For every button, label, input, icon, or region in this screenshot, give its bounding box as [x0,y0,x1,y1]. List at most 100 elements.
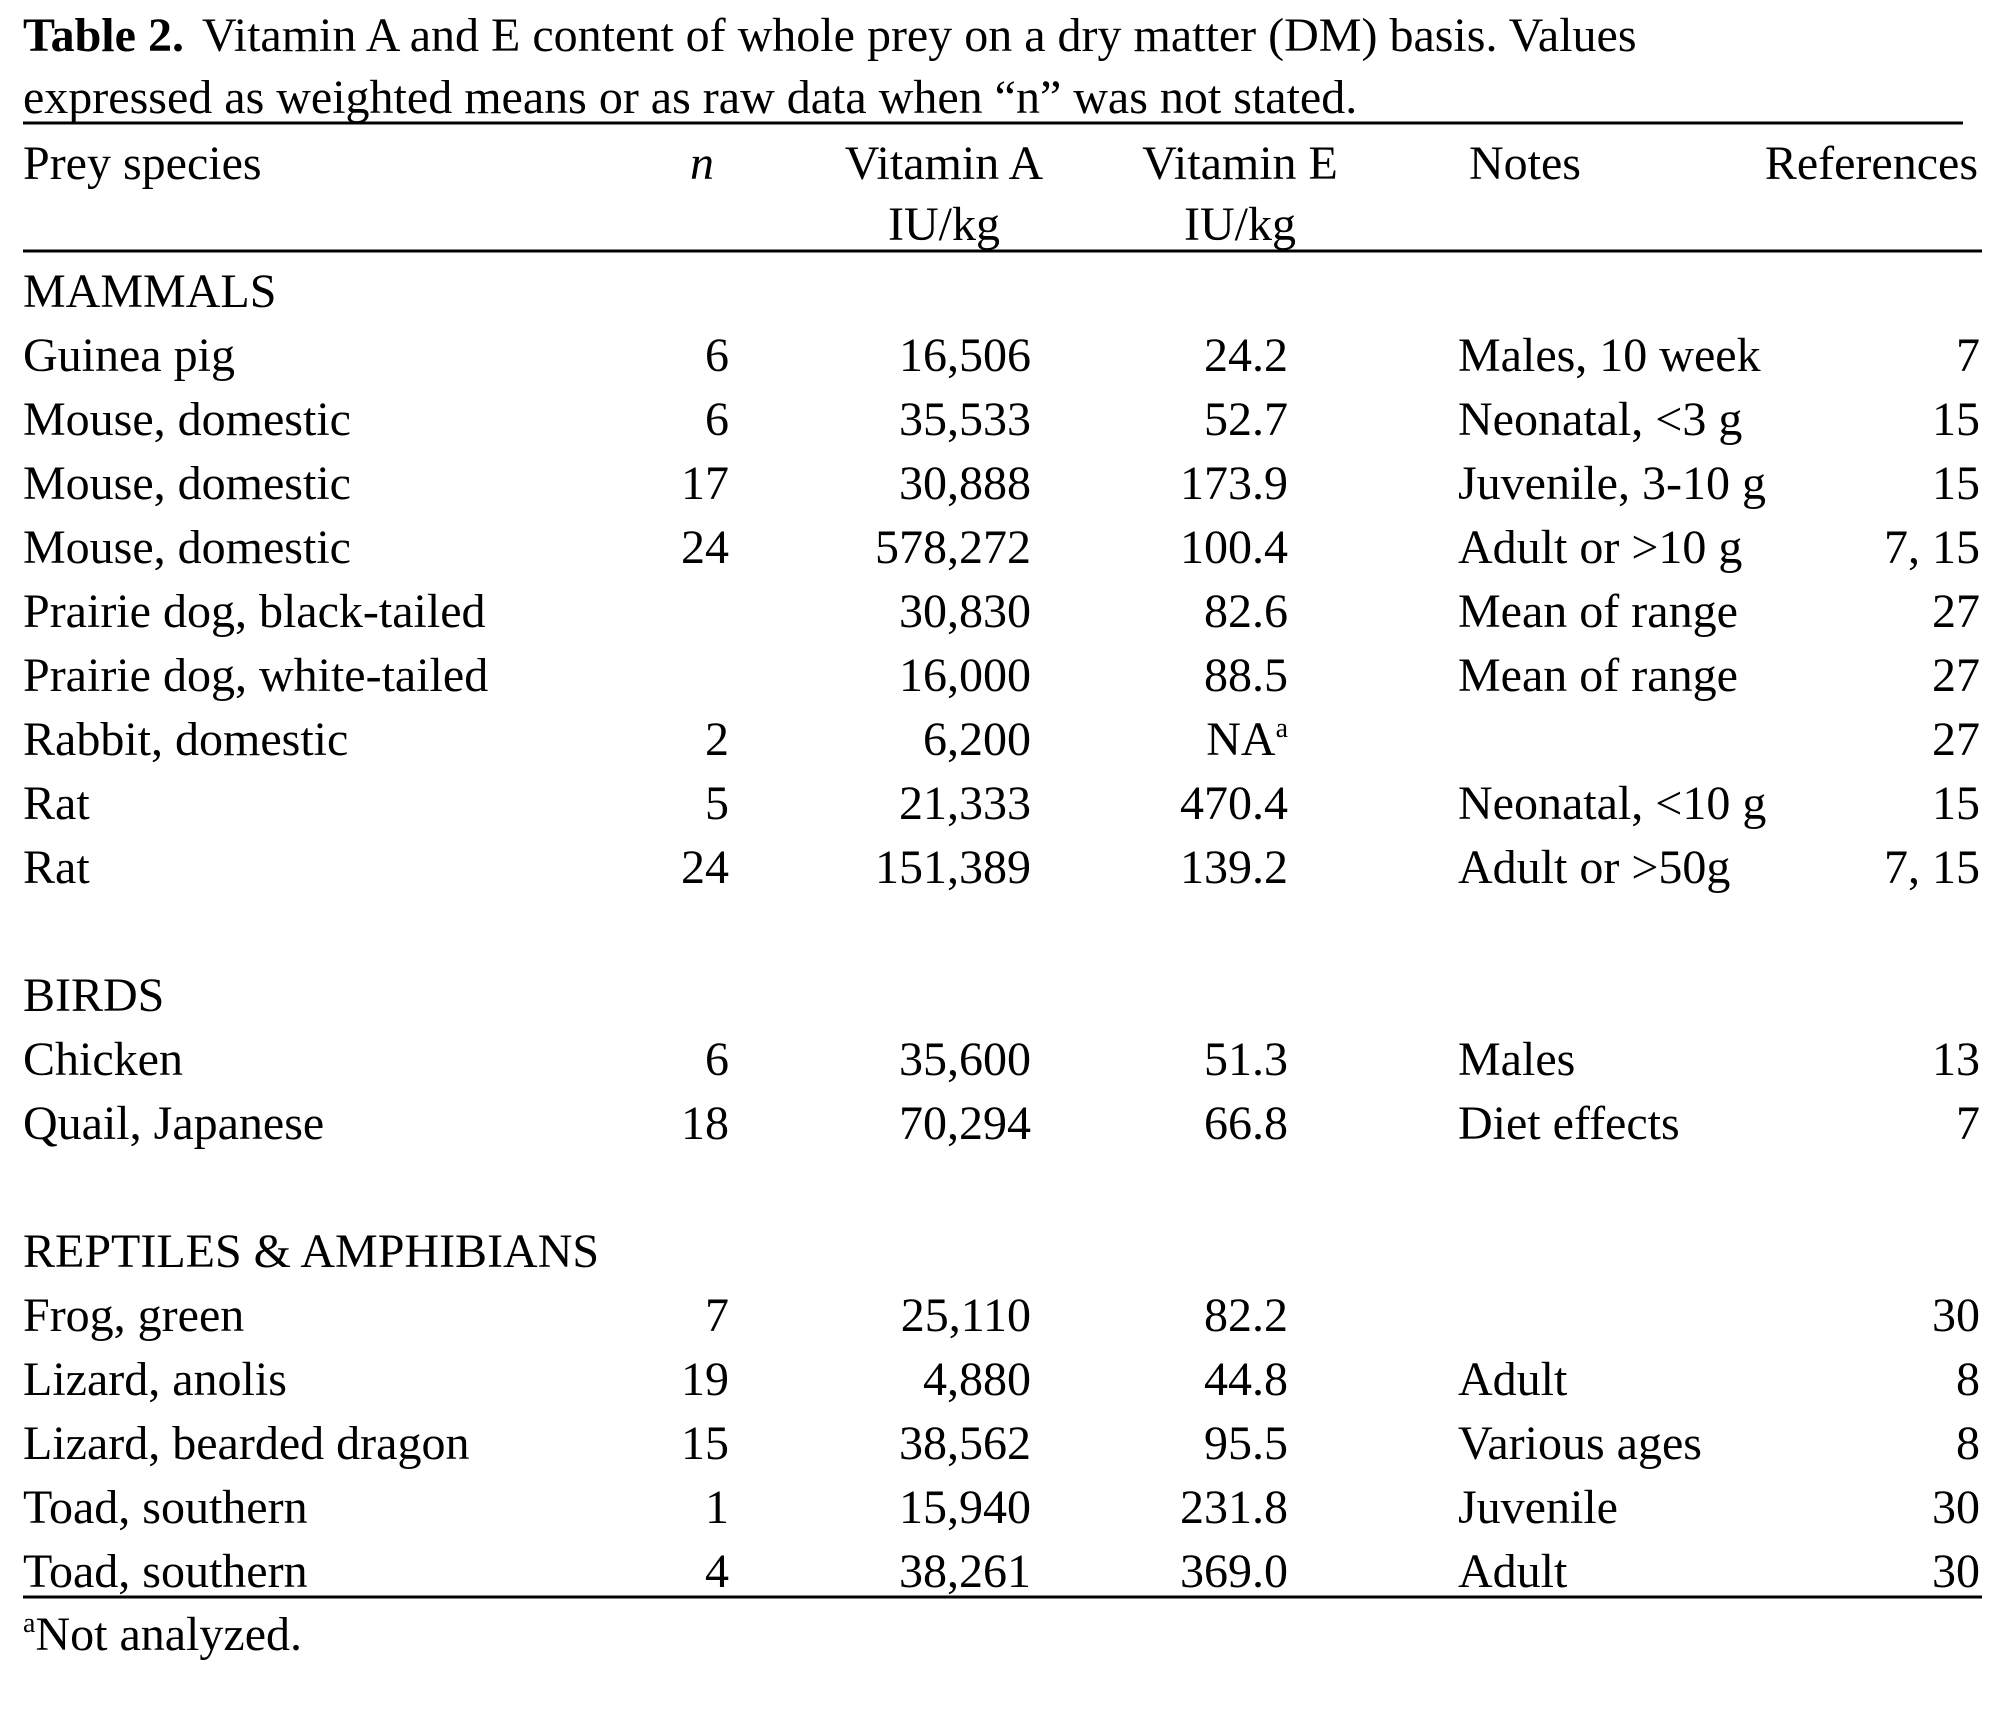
cell-vitamin-a: 30,830 [899,585,1031,638]
cell-vitamin-e: 231.8 [1180,1481,1288,1534]
cell-vitamin-a: 70,294 [899,1097,1031,1150]
cell-vitamin-e: 470.4 [1180,777,1288,830]
cell-vitamin-a: 21,333 [899,777,1031,830]
cell-references: 27 [1932,649,1980,702]
cell-species: Mouse, domestic [23,457,351,510]
cell-vitamin-e: 82.2 [1204,1289,1288,1342]
footnote-mark: a [23,1608,36,1639]
column-header: References [1765,137,1978,190]
cell-vitamin-a: 578,272 [875,521,1031,574]
footnote-marker: a [1276,713,1289,744]
cell-notes: Various ages [1458,1417,1702,1470]
cell-vitamin-e: 369.0 [1180,1545,1288,1598]
cell-species: Toad, southern [23,1545,308,1598]
cell-vitamin-e: 44.8 [1204,1353,1288,1406]
footnote-text: Not analyzed. [35,1608,302,1661]
cell-references: 8 [1956,1417,1980,1470]
cell-n: 24 [681,841,729,894]
cell-species: Frog, green [23,1289,244,1342]
cell-references: 15 [1932,393,1980,446]
cell-n: 18 [681,1097,729,1150]
cell-vitamin-e: 139.2 [1180,841,1288,894]
column-header: n [690,137,714,190]
cell-vitamin-a: 35,533 [899,393,1031,446]
cell-species: Prairie dog, black-tailed [23,585,486,638]
cell-vitamin-e: 82.6 [1204,585,1288,638]
cell-n: 24 [681,521,729,574]
cell-n: 6 [705,329,729,382]
cell-species: Rat [23,777,90,830]
cell-vitamin-e: 52.7 [1204,393,1288,446]
cell-references: 27 [1932,713,1980,766]
cell-vitamin-a: 15,940 [899,1481,1031,1534]
cell-references: 7 [1956,329,1980,382]
cell-value: NA [1206,713,1276,766]
caption-label: Table 2. [23,9,184,62]
cell-references: 7, 15 [1884,841,1980,894]
cell-species: Mouse, domestic [23,521,351,574]
cell-notes: Diet effects [1458,1097,1680,1150]
cell-references: 15 [1932,777,1980,830]
cell-vitamin-a: 25,110 [901,1289,1031,1342]
column-header: Vitamin A [845,137,1044,190]
cell-n: 4 [705,1545,729,1598]
cell-references: 7, 15 [1884,521,1980,574]
cell-species: Rabbit, domestic [23,713,348,766]
cell-species: Chicken [23,1033,183,1086]
cell-n: 2 [705,713,729,766]
cell-species: Lizard, bearded dragon [23,1417,469,1470]
column-header: Vitamin E [1142,137,1338,190]
column-header: IU/kg [888,198,1000,251]
cell-vitamin-e: NAa [1206,713,1288,766]
column-header: IU/kg [1184,198,1296,251]
cell-references: 7 [1956,1097,1980,1150]
cell-species: Rat [23,841,90,894]
section-heading: BIRDS [23,969,164,1022]
cell-vitamin-e: 100.4 [1180,521,1288,574]
cell-references: 8 [1956,1353,1980,1406]
cell-species: Guinea pig [23,329,235,382]
cell-species: Lizard, anolis [23,1353,287,1406]
section-heading: MAMMALS [23,265,276,318]
column-header: Notes [1469,137,1581,190]
cell-n: 1 [705,1481,729,1534]
cell-notes: Males [1458,1033,1575,1086]
cell-notes: Mean of range [1458,585,1738,638]
cell-n: 6 [705,1033,729,1086]
cell-vitamin-e: 173.9 [1180,457,1288,510]
cell-vitamin-e: 88.5 [1204,649,1288,702]
cell-n: 19 [681,1353,729,1406]
cell-references: 30 [1932,1481,1980,1534]
cell-species: Mouse, domestic [23,393,351,446]
cell-n: 17 [681,457,729,510]
cell-references: 15 [1932,457,1980,510]
cell-notes: Neonatal, <10 g [1458,777,1766,830]
cell-vitamin-e: 66.8 [1204,1097,1288,1150]
cell-notes: Juvenile, 3-10 g [1458,457,1766,510]
cell-vitamin-a: 30,888 [899,457,1031,510]
cell-references: 30 [1932,1289,1980,1342]
cell-notes: Adult or >10 g [1458,521,1742,574]
cell-vitamin-a: 6,200 [923,713,1031,766]
cell-n: 7 [705,1289,729,1342]
cell-references: 30 [1932,1545,1980,1598]
caption-text: expressed as weighted means or as raw da… [23,71,1357,124]
cell-species: Toad, southern [23,1481,308,1534]
cell-n: 6 [705,393,729,446]
cell-notes: Adult [1458,1353,1568,1406]
cell-vitamin-a: 151,389 [875,841,1031,894]
cell-vitamin-a: 38,562 [899,1417,1031,1470]
cell-vitamin-a: 16,506 [899,329,1031,382]
caption-text: Vitamin A and E content of whole prey on… [202,9,1637,62]
caption-line: Table 2. Vitamin A and E content of whole… [23,9,1637,62]
footnote: aNot analyzed. [23,1608,302,1661]
cell-n: 5 [705,777,729,830]
cell-notes: Mean of range [1458,649,1738,702]
cell-n: 15 [681,1417,729,1470]
section-heading: REPTILES & AMPHIBIANS [23,1225,599,1278]
cell-vitamin-e: 51.3 [1204,1033,1288,1086]
cell-vitamin-a: 35,600 [899,1033,1031,1086]
cell-species: Prairie dog, white-tailed [23,649,488,702]
cell-vitamin-a: 4,880 [923,1353,1031,1406]
